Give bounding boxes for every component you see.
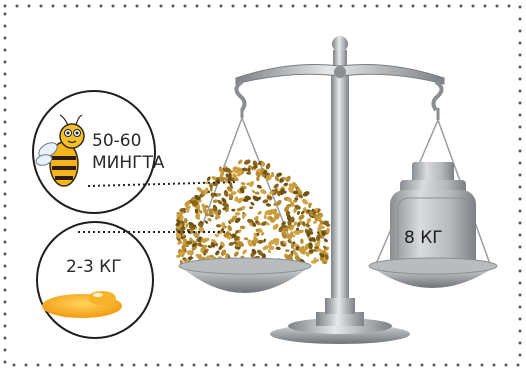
honey-circle xyxy=(36,221,154,339)
bee-icon xyxy=(35,114,85,187)
scale-finial xyxy=(332,36,348,52)
weight-block xyxy=(390,162,476,280)
honey-amount-label: 2-3 КГ xyxy=(66,257,122,277)
left-hanger xyxy=(234,80,247,118)
right-pan xyxy=(368,257,498,288)
honey-drop-icon xyxy=(42,291,122,318)
balance-scale xyxy=(187,36,491,344)
dotted-border xyxy=(3,4,522,367)
bee-count-line2: МИНГТА xyxy=(92,153,165,173)
bee-count-label: 50-60 МИНГТА xyxy=(92,130,165,174)
bee-count-line1: 50-60 xyxy=(92,131,142,151)
bee-connector xyxy=(87,181,239,187)
bee-pile xyxy=(175,159,331,267)
weight-label: 8 КГ xyxy=(404,228,443,248)
left-pan xyxy=(178,257,312,293)
scale-column xyxy=(331,70,349,314)
right-hanger xyxy=(431,80,444,120)
